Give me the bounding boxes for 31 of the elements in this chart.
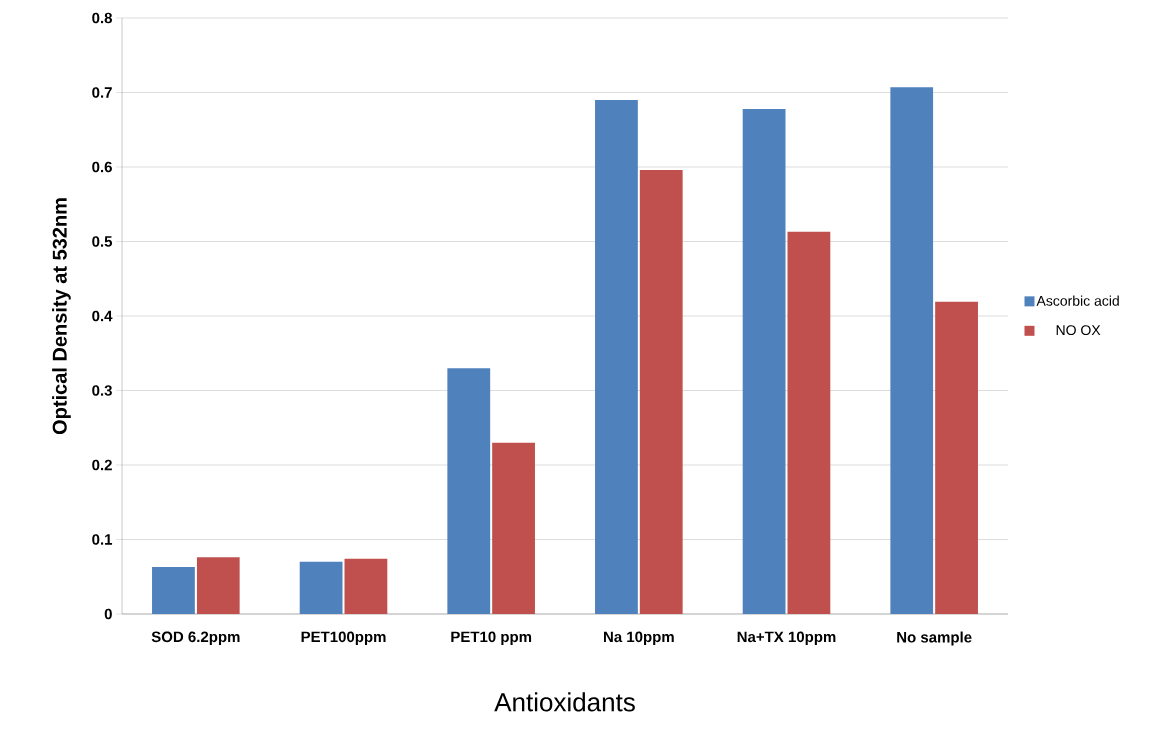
legend-label: Ascorbic acid bbox=[1036, 295, 1119, 306]
x-tick-label: PET100ppm bbox=[301, 631, 386, 646]
y-tick-label: 0.2 bbox=[92, 459, 112, 471]
bar bbox=[344, 558, 388, 614]
x-tick-label: No sample bbox=[897, 631, 972, 646]
bar bbox=[890, 87, 934, 614]
y-tick-label: 0.4 bbox=[92, 310, 113, 322]
bar bbox=[595, 99, 638, 614]
bar bbox=[447, 368, 491, 614]
bar bbox=[639, 169, 683, 614]
y-tick-label: 0.6 bbox=[92, 161, 112, 173]
x-tick-label: Na+TX 10ppm bbox=[737, 631, 836, 646]
bar bbox=[196, 557, 240, 614]
legend-label: NO OX bbox=[1056, 325, 1101, 336]
y-tick-label: 0 bbox=[104, 608, 112, 620]
bar bbox=[935, 301, 978, 614]
bar bbox=[152, 567, 195, 614]
bar bbox=[742, 108, 786, 614]
y-tick-label: 0.7 bbox=[92, 87, 112, 98]
y-axis-title: Optical Density at 532nm bbox=[52, 198, 71, 435]
x-tick-label: SOD 6.2ppm bbox=[151, 631, 240, 646]
x-tick-label: Na 10ppm bbox=[603, 631, 674, 646]
bar bbox=[299, 561, 343, 614]
bar bbox=[787, 231, 831, 614]
y-tick-label: 0.3 bbox=[92, 385, 112, 396]
y-tick-label: 0.1 bbox=[92, 534, 113, 545]
y-tick-label: 0.8 bbox=[92, 12, 113, 24]
y-tick-label: 0.5 bbox=[92, 236, 113, 247]
bar bbox=[492, 442, 535, 614]
x-tick-label: PET10 ppm bbox=[451, 631, 532, 646]
x-axis-title: Antioxidants bbox=[494, 692, 635, 712]
